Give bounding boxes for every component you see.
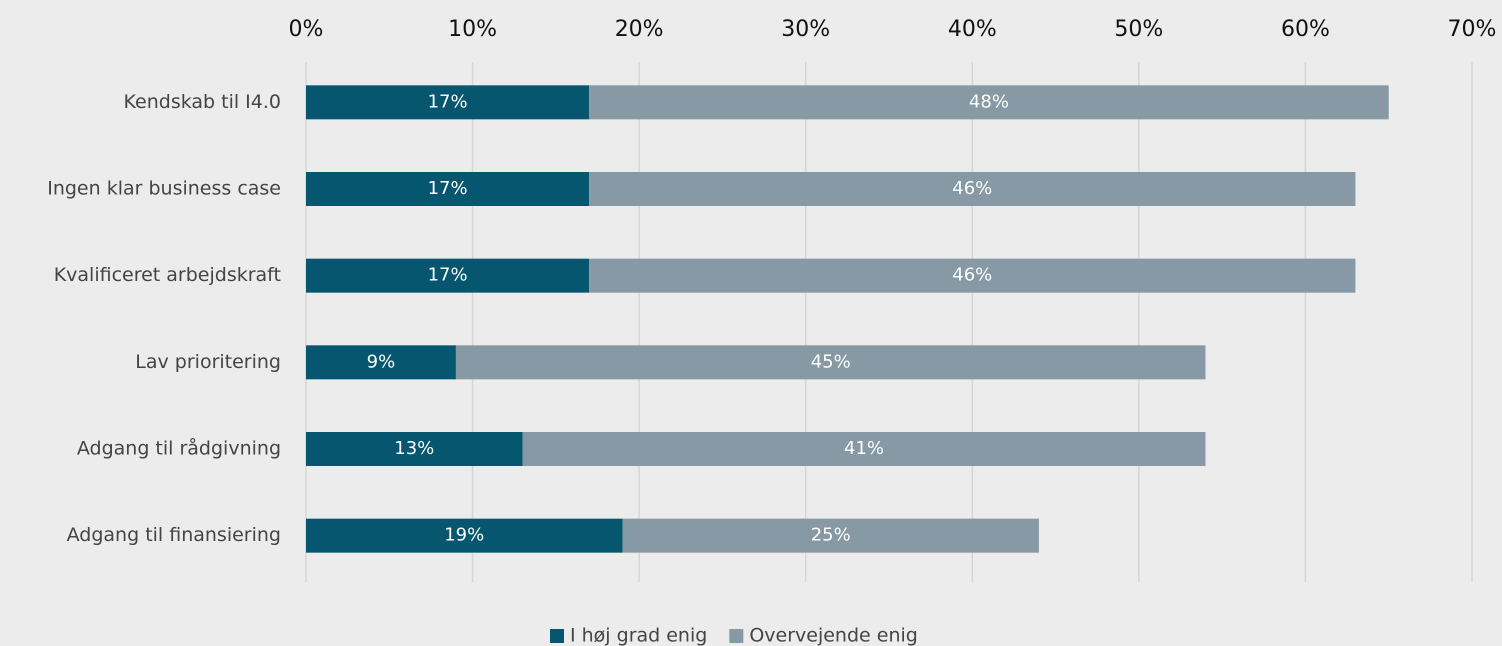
bar-segment bbox=[622, 518, 1039, 553]
value-label: 45% bbox=[811, 351, 851, 372]
bar-segment bbox=[306, 258, 590, 293]
bar-segment bbox=[306, 432, 523, 466]
bar-segment bbox=[306, 172, 590, 206]
bar-segment bbox=[306, 345, 456, 380]
x-tick-label: 40% bbox=[948, 17, 997, 42]
value-label: 46% bbox=[952, 265, 992, 286]
x-tick-label: 70% bbox=[1448, 17, 1497, 42]
category-label: Ingen klar business case bbox=[47, 178, 281, 200]
bar-segment bbox=[589, 85, 1389, 120]
category-label: Lav prioritering bbox=[135, 351, 281, 373]
bar-segment bbox=[306, 518, 623, 553]
x-tick-label: 10% bbox=[448, 17, 497, 42]
category-label: Kendskab til I4.0 bbox=[124, 91, 281, 113]
x-tick-label: 30% bbox=[781, 17, 830, 42]
bar-segment bbox=[522, 432, 1206, 466]
category-label: Kvalificeret arbejdskraft bbox=[54, 264, 281, 286]
value-label: 17% bbox=[428, 178, 468, 199]
value-label: 25% bbox=[811, 525, 851, 546]
x-tick-label: 60% bbox=[1281, 17, 1330, 42]
bar-segment bbox=[589, 172, 1356, 206]
x-tick-label: 0% bbox=[289, 17, 324, 42]
value-label: 13% bbox=[394, 438, 434, 459]
x-tick-label: 50% bbox=[1114, 17, 1163, 42]
bar-segment bbox=[589, 258, 1356, 293]
value-label: 9% bbox=[367, 351, 396, 372]
legend-swatch bbox=[550, 629, 564, 643]
category-label: Adgang til finansiering bbox=[67, 524, 281, 546]
x-tick-label: 20% bbox=[615, 17, 664, 42]
value-label: 41% bbox=[844, 438, 884, 459]
legend-swatch bbox=[729, 629, 744, 643]
legend-label: I høj grad enig bbox=[570, 625, 707, 646]
category-label: Adgang til rådgivning bbox=[77, 437, 281, 460]
bar-segment bbox=[455, 345, 1206, 380]
bar-segment bbox=[306, 85, 590, 120]
value-label: 17% bbox=[428, 265, 468, 286]
value-label: 19% bbox=[444, 525, 484, 546]
value-label: 48% bbox=[969, 91, 1009, 112]
value-label: 17% bbox=[428, 91, 468, 112]
legend-label: Overvejende enig bbox=[749, 625, 918, 646]
value-label: 46% bbox=[952, 178, 992, 199]
